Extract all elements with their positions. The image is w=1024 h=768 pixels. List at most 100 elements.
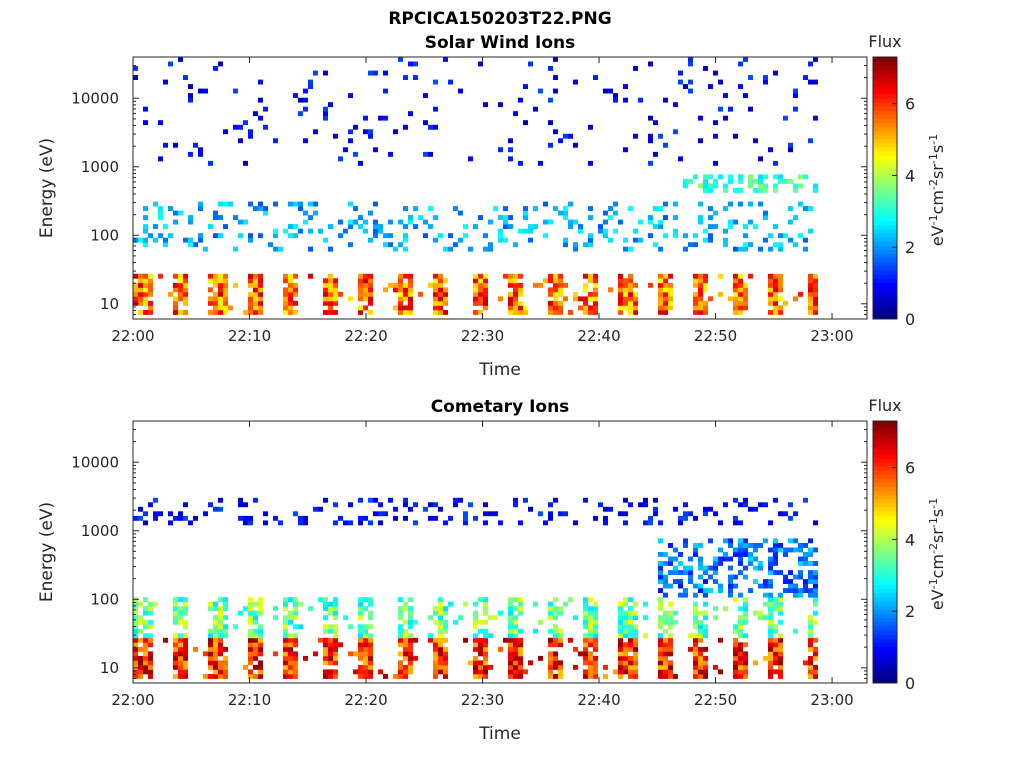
heatmap-cell xyxy=(328,624,333,630)
heatmap-cell xyxy=(308,606,313,612)
heatmap-cell xyxy=(398,300,403,306)
heatmap-cell xyxy=(188,237,193,243)
heatmap-cell xyxy=(328,305,333,311)
heatmap-cell xyxy=(673,201,678,207)
heatmap-cell xyxy=(633,228,638,234)
heatmap-cell xyxy=(553,282,558,288)
heatmap-cell xyxy=(218,497,223,503)
heatmap-cell xyxy=(558,633,563,639)
heatmap-cell xyxy=(658,282,663,288)
x-tick-label: 22:50 xyxy=(694,691,737,709)
heatmap-cell xyxy=(753,179,758,184)
heatmap-cell xyxy=(693,646,698,652)
heatmap-cell xyxy=(713,579,718,584)
heatmap-cell xyxy=(623,287,628,293)
heatmap-cell xyxy=(773,628,778,634)
heatmap-cell xyxy=(133,651,138,657)
heatmap-cell xyxy=(793,183,798,189)
heatmap-cell xyxy=(698,561,703,566)
heatmap-cell xyxy=(558,637,563,643)
heatmap-cell xyxy=(153,515,158,521)
heatmap-cell xyxy=(308,84,313,89)
heatmap-cell xyxy=(293,287,298,293)
colorbar-cell xyxy=(873,237,897,242)
heatmap-cell xyxy=(778,296,783,302)
heatmap-cell xyxy=(813,664,818,670)
heatmap-cell xyxy=(248,674,253,679)
heatmap-cell xyxy=(138,296,143,302)
heatmap-cell xyxy=(173,637,178,643)
heatmap-cell xyxy=(678,70,683,76)
heatmap-cell xyxy=(223,273,228,279)
heatmap-cell xyxy=(483,637,488,643)
heatmap-cell xyxy=(688,646,693,652)
heatmap-cell xyxy=(753,565,758,571)
colorbar-cell xyxy=(873,621,897,627)
heatmap-cell xyxy=(218,660,223,666)
heatmap-cell xyxy=(768,664,773,670)
heatmap-cell xyxy=(753,660,758,666)
heatmap-cell xyxy=(473,646,478,652)
colorbar-cell xyxy=(873,421,897,426)
panel-2-title: Cometary Ions xyxy=(431,397,570,417)
heatmap-cell xyxy=(258,291,263,297)
heatmap-cell xyxy=(538,160,543,166)
heatmap-cell xyxy=(408,619,413,625)
heatmap-cell xyxy=(593,75,598,80)
heatmap-cell xyxy=(768,637,773,643)
heatmap-cell xyxy=(733,642,738,648)
heatmap-cell xyxy=(183,606,188,612)
heatmap-cell xyxy=(703,592,708,598)
heatmap-cell xyxy=(138,601,143,607)
heatmap-cell xyxy=(588,642,593,648)
heatmap-cell xyxy=(218,606,223,612)
heatmap-cell xyxy=(763,174,768,180)
heatmap-cell xyxy=(148,624,153,630)
colorbar-cell xyxy=(873,81,897,87)
heatmap-cell xyxy=(183,619,188,625)
heatmap-cell xyxy=(623,147,628,153)
heatmap-cell xyxy=(408,282,413,288)
heatmap-cell xyxy=(808,628,813,634)
heatmap-cell xyxy=(238,219,243,225)
heatmap-cell xyxy=(508,655,513,661)
heatmap-cell xyxy=(283,624,288,630)
heatmap-cell xyxy=(358,628,363,634)
heatmap-cell xyxy=(248,273,253,279)
heatmap-cell xyxy=(698,300,703,306)
heatmap-cell xyxy=(523,228,528,234)
heatmap-cell xyxy=(703,615,708,621)
heatmap-cell xyxy=(658,574,663,580)
heatmap-cell xyxy=(678,570,683,575)
heatmap-cell xyxy=(178,674,183,679)
heatmap-cell xyxy=(518,628,523,634)
heatmap-cell xyxy=(673,215,678,220)
heatmap-cell xyxy=(323,597,328,603)
heatmap-cell xyxy=(593,664,598,670)
heatmap-cell xyxy=(178,669,183,675)
heatmap-cell xyxy=(458,210,463,216)
heatmap-cell xyxy=(368,655,373,661)
heatmap-cell xyxy=(208,633,213,639)
heatmap-cell xyxy=(628,206,633,211)
colorbar-cell xyxy=(873,629,897,635)
heatmap-cell xyxy=(643,520,648,526)
heatmap-cell xyxy=(438,660,443,666)
heatmap-cell xyxy=(798,570,803,575)
heatmap-cell xyxy=(148,674,153,679)
heatmap-cell xyxy=(588,651,593,657)
heatmap-cell xyxy=(663,660,668,666)
heatmap-cell xyxy=(208,628,213,634)
heatmap-cell xyxy=(813,520,818,526)
y-tick-label: 100 xyxy=(90,590,119,608)
heatmap-cell xyxy=(213,210,218,216)
heatmap-cell xyxy=(403,310,408,315)
heatmap-cell xyxy=(483,628,488,634)
heatmap-cell xyxy=(773,224,778,229)
heatmap-cell xyxy=(713,606,718,612)
colorbar-cell xyxy=(873,429,897,434)
heatmap-cell xyxy=(443,520,448,526)
heatmap-cell xyxy=(243,502,248,508)
y-tick-label: 1000 xyxy=(81,158,119,176)
heatmap-cell xyxy=(618,615,623,621)
